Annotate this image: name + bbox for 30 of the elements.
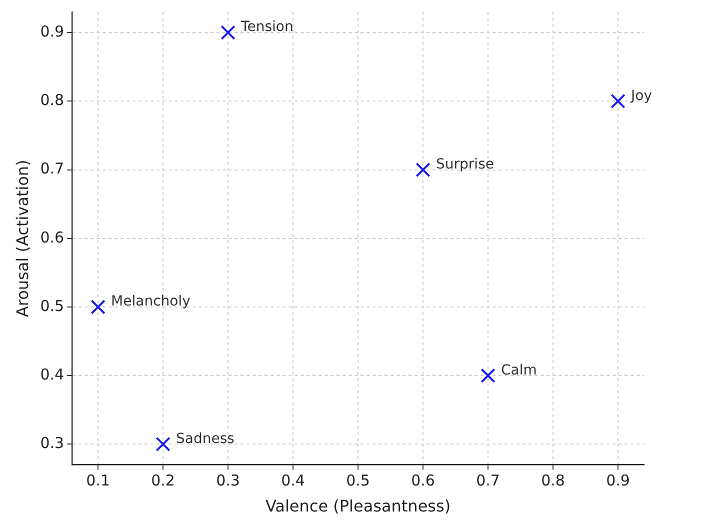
y-tick-label: 0.5 [40,296,64,315]
y-tick-label: 0.6 [40,228,64,246]
annotation: Calm [501,362,537,378]
x-tick-label: 0.7 [476,472,500,490]
point [416,162,430,178]
point [156,436,170,452]
annotation: Joy [630,88,652,104]
point [90,300,106,314]
x-tick-label: 0.5 [346,472,370,490]
annotation: Melancholy [111,294,190,310]
y-tick-label: 0.8 [40,91,64,110]
y-tick-label: 0.9 [40,22,64,40]
y-tick-label: 0.4 [40,366,64,384]
point [220,25,236,40]
point [610,94,626,109]
x-axis-title: Valence (Pleasantness) [265,496,451,516]
x-tick-label: 0.1 [86,472,110,490]
x-tick-label: 0.4 [281,472,305,490]
annotation: Sadness [176,430,234,447]
x-tick-label: 0.2 [151,472,175,490]
x-tick-label: 0.3 [216,472,240,490]
x-tick-label: 0.8 [541,472,565,490]
annotation: Surprise [436,156,494,172]
y-tick-label: 0.7 [40,160,64,178]
annotation: Tension [240,19,294,36]
y-tick-label: 0.3 [40,434,64,452]
x-tick-label: 0.6 [411,472,435,490]
point [480,368,496,383]
y-axis-title: Arousal (Activation) [12,160,32,318]
x-tick-label: 0.9 [606,472,630,490]
